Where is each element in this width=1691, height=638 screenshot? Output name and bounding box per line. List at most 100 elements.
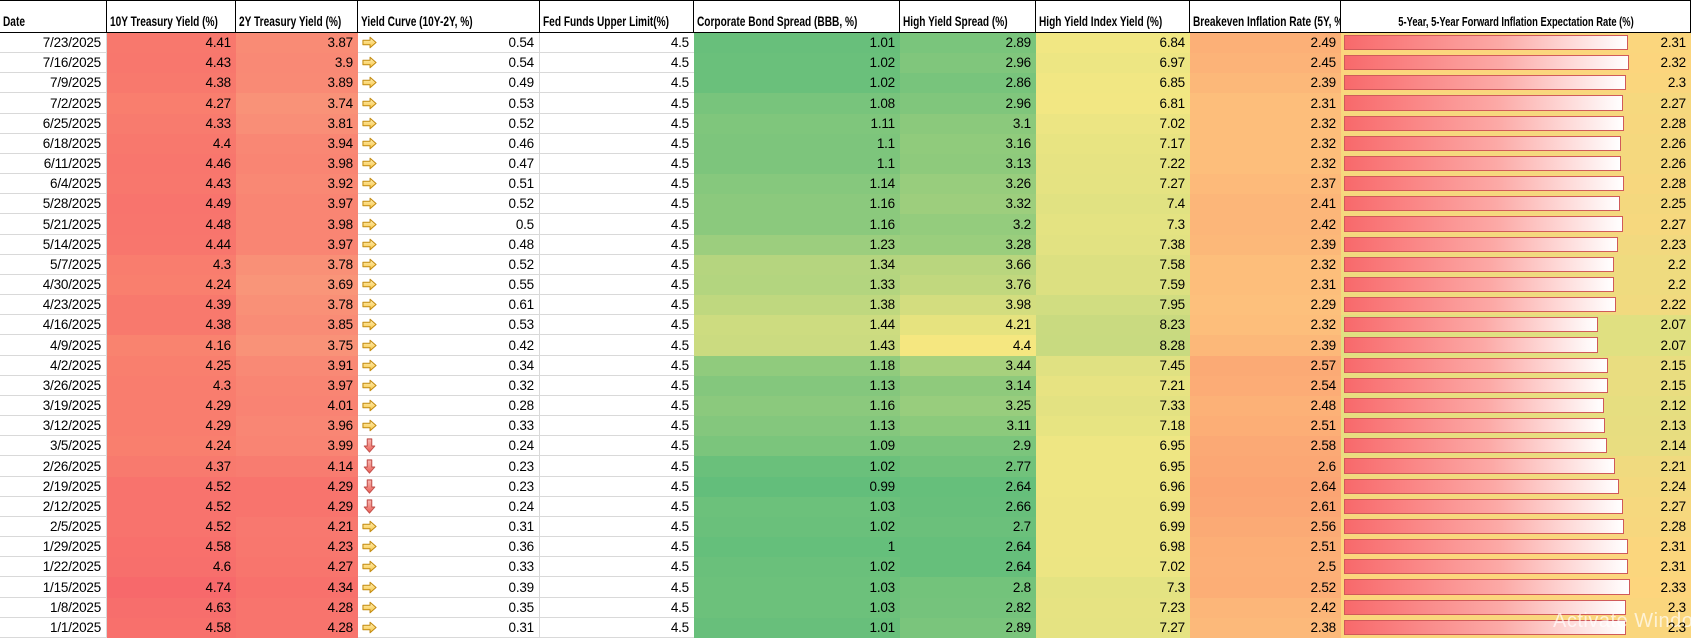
cell-y2[interactable]: 3.9 [236,53,358,74]
cell-y2[interactable]: 4.28 [236,597,358,618]
cell-bbb[interactable]: 1.16 [694,395,900,417]
cell-date[interactable]: 4/23/2025 [0,295,107,316]
cell-y2[interactable]: 3.89 [236,73,358,94]
cell-fwd[interactable]: 2.28 [1341,174,1691,195]
cell-y10[interactable]: 4.58 [107,537,236,558]
cell-date[interactable]: 5/21/2025 [0,214,107,235]
cell-hyi[interactable]: 7.4 [1036,194,1190,215]
column-header-fed[interactable]: Fed Funds Upper Limit(%) [540,0,694,33]
cell-fwd[interactable]: 2.25 [1341,194,1691,215]
cell-be[interactable]: 2.58 [1190,436,1341,457]
cell-hys[interactable]: 2.7 [900,516,1036,538]
cell-date[interactable]: 7/2/2025 [0,93,107,114]
cell-hyi[interactable]: 7.18 [1036,416,1190,437]
cell-y10[interactable]: 4.43 [107,174,236,195]
cell-hys[interactable]: 2.96 [900,93,1036,114]
cell-y10[interactable]: 4.52 [107,496,236,517]
cell-date[interactable]: 4/2/2025 [0,355,107,376]
cell-bbb[interactable]: 1.13 [694,375,900,396]
cell-y2[interactable]: 3.97 [236,375,358,396]
cell-y2[interactable]: 3.96 [236,416,358,437]
cell-y2[interactable]: 3.69 [236,274,358,296]
cell-hyi[interactable]: 8.23 [1036,315,1190,336]
cell-bbb[interactable]: 1.1 [694,153,900,175]
cell-bbb[interactable]: 1.16 [694,194,900,215]
cell-hyi[interactable]: 6.98 [1036,537,1190,558]
cell-y10[interactable]: 4.29 [107,416,236,437]
cell-fwd[interactable]: 2.32 [1341,53,1691,74]
cell-y10[interactable]: 4.24 [107,274,236,296]
cell-date[interactable]: 1/22/2025 [0,557,107,578]
cell-hyi[interactable]: 6.99 [1036,516,1190,538]
cell-curve[interactable]: 0.28 [358,395,540,417]
cell-y2[interactable]: 4.28 [236,617,358,638]
cell-hys[interactable]: 3.2 [900,214,1036,235]
cell-curve[interactable]: 0.52 [358,113,540,134]
cell-date[interactable]: 2/5/2025 [0,516,107,538]
cell-y2[interactable]: 4.23 [236,537,358,558]
cell-date[interactable]: 6/4/2025 [0,174,107,195]
cell-curve[interactable]: 0.54 [358,53,540,74]
cell-fwd[interactable]: 2.21 [1341,456,1691,477]
cell-date[interactable]: 4/16/2025 [0,315,107,336]
cell-y2[interactable]: 3.98 [236,153,358,175]
cell-bbb[interactable]: 1.43 [694,335,900,356]
cell-y2[interactable]: 3.87 [236,33,358,54]
cell-hyi[interactable]: 8.28 [1036,335,1190,356]
cell-fwd[interactable]: 2.31 [1341,537,1691,558]
cell-curve[interactable]: 0.36 [358,537,540,558]
cell-curve[interactable]: 0.34 [358,355,540,376]
cell-y2[interactable]: 3.85 [236,315,358,336]
cell-y10[interactable]: 4.58 [107,617,236,638]
cell-be[interactable]: 2.45 [1190,53,1341,74]
cell-hyi[interactable]: 7.38 [1036,234,1190,255]
cell-fwd[interactable]: 2.24 [1341,476,1691,497]
cell-fed[interactable]: 4.5 [540,597,694,618]
cell-y2[interactable]: 3.97 [236,194,358,215]
cell-y2[interactable]: 3.74 [236,93,358,114]
cell-curve[interactable]: 0.53 [358,315,540,336]
cell-date[interactable]: 2/26/2025 [0,456,107,477]
cell-date[interactable]: 1/8/2025 [0,597,107,618]
cell-date[interactable]: 6/25/2025 [0,113,107,134]
cell-hyi[interactable]: 6.95 [1036,436,1190,457]
cell-hys[interactable]: 2.96 [900,53,1036,74]
cell-hys[interactable]: 2.64 [900,537,1036,558]
cell-hyi[interactable]: 6.84 [1036,33,1190,54]
cell-y10[interactable]: 4.33 [107,113,236,134]
cell-be[interactable]: 2.56 [1190,516,1341,538]
cell-be[interactable]: 2.38 [1190,617,1341,638]
cell-hyi[interactable]: 6.97 [1036,53,1190,74]
cell-hyi[interactable]: 6.81 [1036,93,1190,114]
cell-date[interactable]: 7/9/2025 [0,73,107,94]
cell-date[interactable]: 7/23/2025 [0,33,107,54]
cell-fed[interactable]: 4.5 [540,375,694,396]
cell-y2[interactable]: 4.14 [236,456,358,477]
cell-y10[interactable]: 4.29 [107,395,236,417]
cell-hys[interactable]: 3.26 [900,174,1036,195]
cell-fed[interactable]: 4.5 [540,133,694,154]
cell-y10[interactable]: 4.48 [107,214,236,235]
cell-curve[interactable]: 0.35 [358,597,540,618]
cell-curve[interactable]: 0.31 [358,617,540,638]
cell-y10[interactable]: 4.25 [107,355,236,376]
cell-curve[interactable]: 0.5 [358,214,540,235]
cell-fed[interactable]: 4.5 [540,194,694,215]
cell-hyi[interactable]: 7.21 [1036,375,1190,396]
cell-curve[interactable]: 0.23 [358,476,540,497]
column-header-fwd[interactable]: 5-Year, 5-Year Forward Inflation Expecta… [1341,0,1691,33]
cell-be[interactable]: 2.48 [1190,395,1341,417]
cell-fed[interactable]: 4.5 [540,254,694,275]
cell-fwd[interactable]: 2.15 [1341,375,1691,396]
cell-fed[interactable]: 4.5 [540,53,694,74]
cell-be[interactable]: 2.42 [1190,214,1341,235]
cell-fed[interactable]: 4.5 [540,295,694,316]
cell-fed[interactable]: 4.5 [540,153,694,175]
cell-date[interactable]: 6/18/2025 [0,133,107,154]
cell-curve[interactable]: 0.52 [358,254,540,275]
cell-hys[interactable]: 3.44 [900,355,1036,376]
cell-y2[interactable]: 3.98 [236,214,358,235]
cell-date[interactable]: 1/1/2025 [0,617,107,638]
cell-be[interactable]: 2.6 [1190,456,1341,477]
cell-fed[interactable]: 4.5 [540,416,694,437]
